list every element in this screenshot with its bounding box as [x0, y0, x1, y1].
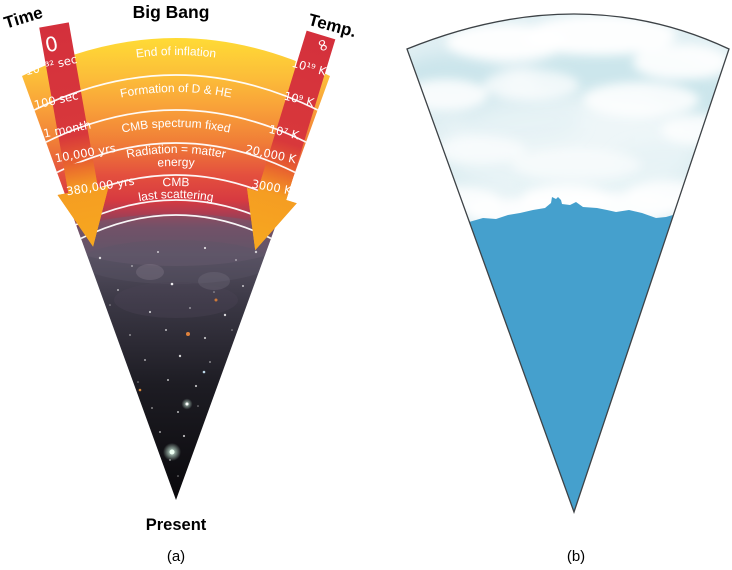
- era-label-radiation-matter-2: energy: [157, 155, 195, 170]
- era-label-nucleosynthesis: Formation of D & HE: [119, 81, 233, 100]
- temp-tick-1e7: 10⁷ K: [267, 122, 300, 143]
- time-axis-label: Time: [2, 3, 45, 33]
- caption-a: (a): [167, 548, 185, 565]
- time-tick-0: 0: [43, 31, 60, 57]
- panel-a-figure: End of inflation Formation of D & HE CMB…: [2, 2, 359, 565]
- panel-b-figure: (b): [406, 13, 730, 565]
- era-label-inflation: End of inflation: [135, 44, 217, 61]
- big-bang-title: Big Bang: [133, 2, 210, 22]
- era-label-cmb-spectrum: CMB spectrum fixed: [120, 116, 232, 136]
- time-arrowhead: [57, 160, 109, 247]
- era-label-radiation-matter-1: Radiation = matter: [125, 142, 227, 161]
- temp-tick-3000: 3000 K: [251, 177, 294, 198]
- present-label: Present: [146, 516, 207, 534]
- era-label-last-scattering-1: CMB: [162, 175, 190, 189]
- galaxies: [163, 398, 193, 461]
- temp-arrowhead: [247, 164, 297, 251]
- cmb-haze: [64, 214, 288, 318]
- era-label-last-scattering-2: last scattering: [137, 187, 214, 204]
- water: [469, 197, 673, 512]
- wedge-outline: [406, 13, 730, 514]
- temp-tick-infinity: ∞: [311, 35, 335, 55]
- caption-b: (b): [567, 548, 585, 565]
